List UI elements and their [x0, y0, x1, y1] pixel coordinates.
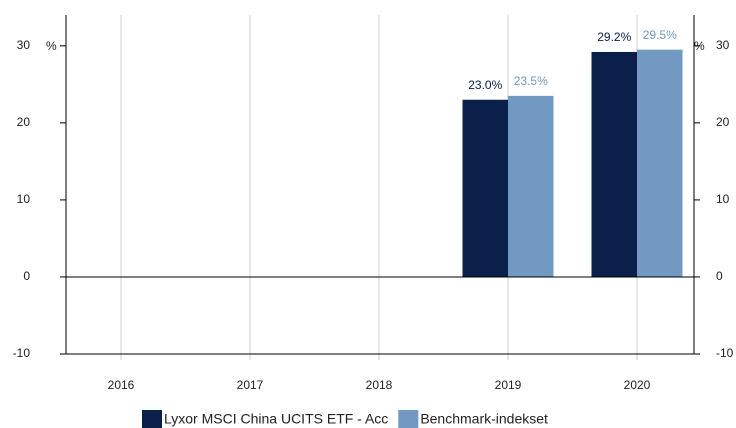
legend-label: Benchmark-indekset	[420, 411, 548, 427]
bar	[637, 49, 683, 277]
x-tick-label: 2018	[366, 378, 393, 392]
x-tick-label: 2020	[624, 378, 651, 392]
legend-label: Lyxor MSCI China UCITS ETF - Acc	[164, 411, 388, 427]
y-tick-label: 0	[23, 269, 30, 283]
x-tick-label: 2016	[108, 378, 135, 392]
bar	[462, 99, 508, 277]
legend: Lyxor MSCI China UCITS ETF - Acc Benchmar…	[142, 410, 548, 428]
y2-tick-label: 0	[716, 269, 723, 283]
y2-tick-label: 10	[716, 192, 730, 206]
y-axis-label: %	[46, 39, 57, 53]
y2-tick-label: 30	[716, 38, 730, 52]
legend-swatch	[142, 410, 162, 428]
data-label: 23.5%	[514, 74, 548, 88]
data-label: 23.0%	[468, 78, 502, 92]
data-label: 29.2%	[597, 30, 631, 44]
y-tick-label: -10	[13, 346, 31, 360]
bar	[508, 95, 554, 277]
y-tick-label: 30	[17, 38, 31, 52]
x-tick-label: 2017	[237, 378, 264, 392]
x-tick-label: 2019	[495, 378, 522, 392]
y-tick-label: 20	[17, 115, 31, 129]
y2-tick-label: -10	[716, 346, 734, 360]
legend-swatch	[398, 410, 419, 428]
y-tick-label: 10	[17, 192, 31, 206]
bar	[591, 51, 637, 277]
y2-tick-label: 20	[716, 115, 730, 129]
data-label: 29.5%	[643, 28, 677, 42]
